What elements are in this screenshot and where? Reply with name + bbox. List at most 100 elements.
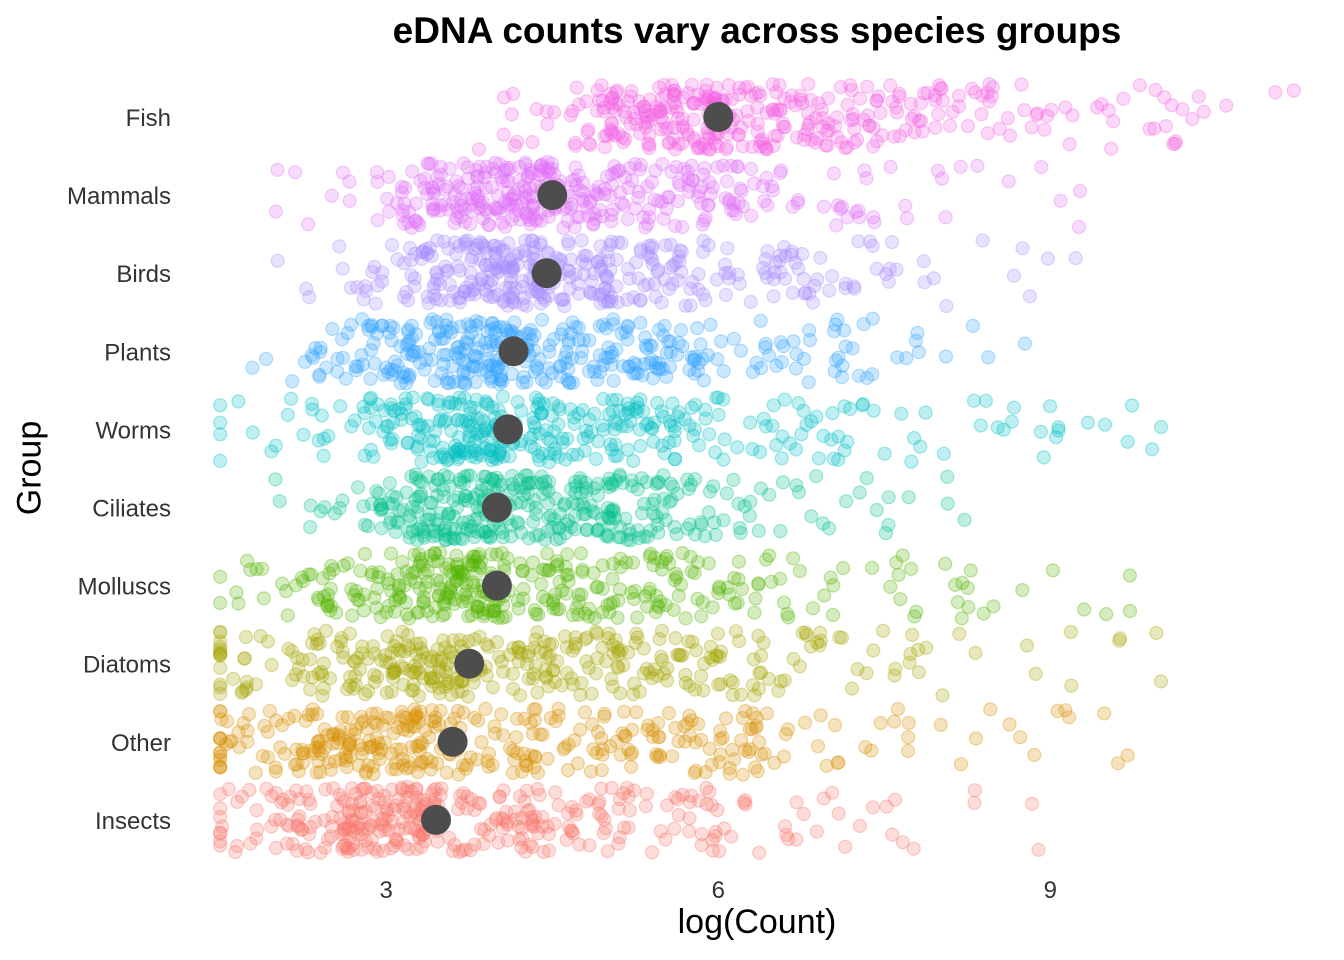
point-worms (730, 440, 745, 455)
point-other (220, 714, 235, 729)
point-mammals (764, 179, 780, 194)
point-ciliates (559, 517, 574, 532)
point-fish (765, 103, 780, 118)
point-mammals (631, 184, 647, 199)
point-fish (653, 110, 669, 125)
point-insects (301, 845, 316, 860)
point-molluscs (909, 604, 924, 619)
point-mammals (523, 217, 538, 232)
point-fish (755, 132, 770, 147)
point-fish (1157, 90, 1172, 105)
point-birds (487, 238, 503, 253)
point-fish (770, 102, 785, 118)
point-birds (626, 290, 641, 305)
point-mammals (591, 179, 606, 194)
point-other (496, 728, 511, 743)
point-birds (601, 253, 616, 268)
point-fish (1037, 122, 1052, 137)
point-other (382, 711, 397, 726)
point-birds (882, 261, 897, 276)
point-insects (644, 845, 660, 860)
point-birds (557, 299, 572, 314)
point-mammals (567, 220, 582, 235)
point-fish (1106, 114, 1121, 129)
point-fish (1268, 85, 1283, 100)
point-birds (633, 292, 648, 307)
point-fish (660, 120, 676, 136)
point-molluscs (825, 607, 841, 623)
point-birds (505, 260, 520, 275)
point-fish (1191, 89, 1206, 104)
point-fish (830, 130, 845, 145)
point-fish (680, 127, 696, 142)
point-other (735, 767, 751, 782)
point-mammals (464, 191, 479, 206)
point-diatoms (281, 641, 296, 656)
point-birds (524, 284, 539, 299)
point-mammals (544, 161, 559, 176)
point-plants (754, 360, 769, 376)
point-birds (593, 262, 608, 277)
point-birds (629, 255, 644, 270)
point-mammals (401, 215, 416, 230)
point-mammals (790, 195, 805, 211)
point-fish (931, 78, 947, 93)
point-other (567, 733, 582, 748)
point-fish (750, 124, 765, 139)
point-mammals (426, 186, 441, 201)
point-fish (653, 122, 669, 137)
point-birds (862, 234, 878, 249)
point-insects (704, 798, 720, 813)
point-diatoms (935, 688, 950, 703)
point-mammals (408, 214, 423, 229)
point-worms (811, 451, 827, 466)
point-fish (951, 99, 967, 114)
point-molluscs (758, 552, 774, 567)
point-other (830, 755, 845, 771)
point-ciliates (557, 496, 572, 511)
point-ciliates (789, 478, 804, 493)
point-fish (496, 127, 511, 142)
point-diatoms (968, 645, 983, 661)
point-mammals (457, 202, 472, 217)
point-insects (295, 822, 310, 837)
point-diatoms (668, 630, 683, 646)
point-other (718, 711, 734, 726)
point-birds (645, 257, 660, 272)
point-molluscs (324, 558, 339, 574)
point-plants (788, 361, 804, 376)
point-fish (679, 123, 694, 139)
point-molluscs (823, 570, 838, 585)
point-ciliates (940, 469, 955, 484)
point-birds (474, 271, 489, 286)
point-fish (820, 138, 835, 153)
point-plants (639, 341, 654, 356)
point-diatoms (834, 630, 850, 645)
point-insects (547, 816, 562, 832)
point-mammals (478, 165, 493, 180)
point-mammals (432, 203, 448, 218)
point-mammals (497, 194, 513, 209)
point-diatoms (588, 624, 604, 639)
point-birds (517, 243, 532, 258)
point-ciliates (441, 506, 456, 521)
point-mammals (867, 215, 882, 230)
point-mammals (420, 186, 435, 202)
point-mammals (670, 194, 686, 209)
point-birds (430, 272, 445, 287)
point-worms (531, 449, 546, 464)
point-fish (1017, 102, 1032, 118)
point-fish (674, 136, 690, 151)
point-mammals (470, 169, 485, 184)
point-mammals (370, 174, 385, 189)
point-mammals (605, 202, 621, 217)
point-mammals (632, 162, 647, 177)
point-mammals (467, 182, 482, 197)
point-fish (765, 102, 781, 117)
point-mammals (394, 179, 409, 194)
point-fish (684, 77, 699, 92)
point-birds (359, 283, 374, 298)
point-plants (431, 324, 446, 339)
point-diatoms (672, 647, 687, 662)
point-birds (824, 269, 840, 284)
